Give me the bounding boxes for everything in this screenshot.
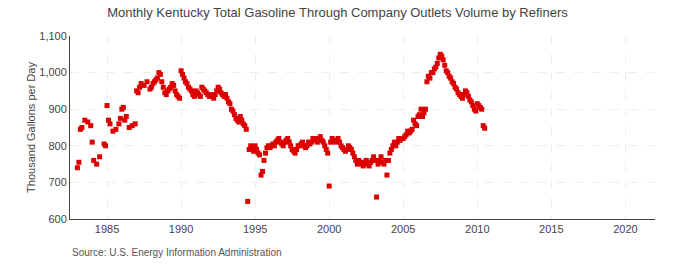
svg-text:900: 900 [48,103,66,115]
svg-text:700: 700 [48,176,66,188]
svg-text:1995: 1995 [243,223,267,235]
svg-text:2000: 2000 [317,223,341,235]
svg-text:2005: 2005 [391,223,415,235]
svg-text:Thousand Gallons per Day: Thousand Gallons per Day [25,62,37,193]
svg-text:2015: 2015 [539,223,563,235]
svg-text:2020: 2020 [613,223,637,235]
svg-text:1,000: 1,000 [39,66,67,78]
svg-text:800: 800 [48,140,66,152]
svg-text:2010: 2010 [465,223,489,235]
svg-text:1985: 1985 [95,223,119,235]
svg-text:Source: U.S. Energy Informatio: Source: U.S. Energy Information Administ… [72,247,282,258]
svg-text:600: 600 [48,213,66,225]
svg-text:Monthly Kentucky Total Gasolin: Monthly Kentucky Total Gasoline Through … [107,5,568,20]
svg-text:1990: 1990 [169,223,193,235]
svg-text:1,100: 1,100 [39,30,67,42]
